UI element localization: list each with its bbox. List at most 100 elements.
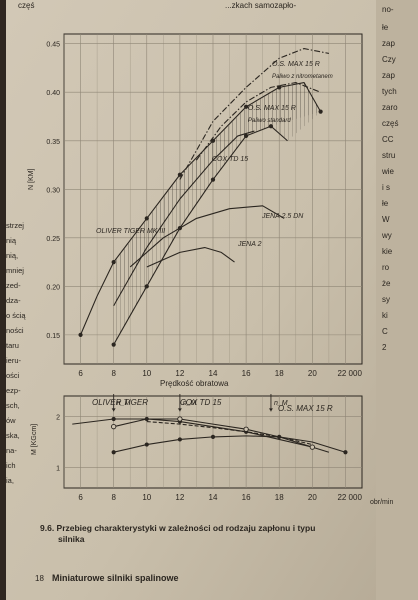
label-cox-td-15: COX TD 15 bbox=[212, 156, 248, 163]
x-tick-label: 16 bbox=[242, 369, 251, 378]
x-tick-label: 8 bbox=[111, 369, 116, 378]
series-line bbox=[72, 418, 313, 448]
label-os-max-nitro: O.S. MAX 15 R bbox=[272, 61, 320, 68]
power-chart-hatched-regions bbox=[113, 82, 321, 345]
left-margin-word: ia, bbox=[6, 476, 14, 485]
data-point-marker bbox=[177, 172, 182, 177]
data-point-marker bbox=[111, 342, 116, 347]
y-tick-label: 1 bbox=[56, 466, 60, 473]
left-margin-word: ich bbox=[6, 461, 16, 470]
label-jena-2: JENA 2 bbox=[237, 241, 262, 248]
left-margin-word: dza- bbox=[6, 296, 21, 305]
power-chart-ticks: 6 8 10 12 14 16 18 20 22 000 0.15 0.20 0.25 0.30 0.35… bbox=[46, 42, 362, 378]
right-margin-word: i s bbox=[382, 183, 390, 192]
y-tick-label: 0.40 bbox=[46, 90, 60, 97]
x-tick-label: 20 bbox=[308, 369, 317, 378]
left-margin-word: na- bbox=[6, 446, 17, 455]
label-jena-25-dn: JENA 2.5 DN bbox=[261, 213, 304, 220]
right-margin-word: kie bbox=[382, 247, 393, 256]
x-tick-label: 22 000 bbox=[337, 493, 362, 502]
x-tick-label: 12 bbox=[175, 369, 184, 378]
right-margin-word: zap bbox=[382, 39, 395, 48]
left-margin-word: ów bbox=[6, 416, 16, 425]
left-margin-word: sch, bbox=[6, 401, 20, 410]
y-tick-label: 0.15 bbox=[46, 333, 60, 340]
series-line bbox=[113, 81, 322, 263]
peak-arrow-head bbox=[111, 408, 116, 412]
right-margin-word: łe bbox=[382, 23, 389, 32]
figure-caption: 9.6. Przebieg charakterystyki w zależnoś… bbox=[40, 523, 315, 544]
right-margin-word: CC bbox=[382, 135, 394, 144]
right-margin-word: łe bbox=[382, 199, 389, 208]
right-margin-word: zap bbox=[382, 71, 395, 80]
x-tick-label: 12 bbox=[175, 493, 184, 502]
y-tick-label: 0.45 bbox=[46, 42, 60, 49]
left-margin-word: ska, bbox=[6, 431, 20, 440]
right-margin-word: częś bbox=[382, 119, 398, 128]
right-margin-word: stru bbox=[382, 151, 395, 160]
y-tick-label: 0.20 bbox=[46, 284, 60, 291]
torque-chart-peak-markers: n_M n_M n_M bbox=[111, 394, 288, 412]
data-point-marker bbox=[309, 444, 315, 450]
next-page-edge bbox=[376, 0, 418, 600]
data-point-marker bbox=[144, 284, 149, 289]
right-margin-text: łe zap Czy zap tych zaro częś CC stru wie i s łe Wwy… bbox=[381, 23, 398, 352]
data-point-marker bbox=[144, 442, 149, 447]
x-tick-label: 8 bbox=[111, 493, 116, 502]
left-margin-word: strzej bbox=[6, 221, 24, 230]
torque-chart-x-unit: obr/min bbox=[370, 499, 393, 506]
power-chart: 6 8 10 12 14 16 18 20 22 000 0.15 0.20 0.25 0.30 0.35… bbox=[28, 33, 363, 388]
right-margin-word: wy bbox=[381, 231, 392, 240]
series-line bbox=[179, 48, 329, 180]
peak-label: n_M bbox=[274, 400, 288, 407]
y-tick-label: 0.25 bbox=[46, 236, 60, 243]
x-tick-label: 20 bbox=[308, 493, 317, 502]
right-margin-word: 2 bbox=[382, 343, 387, 352]
footer-page-number: 18 bbox=[35, 574, 44, 583]
power-chart-markers bbox=[78, 85, 323, 347]
peak-label: n_M bbox=[183, 400, 197, 407]
torque-chart-series bbox=[72, 418, 346, 453]
data-point-marker bbox=[111, 259, 116, 265]
left-margin-word: ności bbox=[6, 326, 24, 335]
left-margin-word: o ścią bbox=[6, 311, 26, 320]
left-margin-word: zed- bbox=[6, 281, 21, 290]
series-line bbox=[196, 81, 321, 161]
right-margin-word: wie bbox=[381, 167, 395, 176]
x-tick-label: 6 bbox=[78, 369, 83, 378]
top-right-fragment: no- bbox=[382, 5, 394, 14]
right-margin-word: ki bbox=[382, 311, 388, 320]
data-point-marker bbox=[111, 424, 117, 430]
torque-chart-markers bbox=[111, 416, 348, 455]
torque-label-os-max: O.S. MAX 15 R bbox=[278, 404, 333, 413]
peak-label: n_M bbox=[117, 400, 131, 407]
peak-arrow-head bbox=[268, 408, 273, 412]
x-tick-label: 6 bbox=[78, 493, 83, 502]
series-line bbox=[113, 435, 346, 453]
right-margin-word: sy bbox=[382, 295, 390, 304]
series-line bbox=[146, 246, 235, 268]
data-point-marker bbox=[111, 450, 116, 455]
power-chart-ylabel: N [KM] bbox=[28, 169, 35, 190]
x-tick-label: 16 bbox=[242, 493, 251, 502]
data-point-marker bbox=[177, 416, 183, 422]
top-left-fragment: częś bbox=[18, 1, 34, 10]
series-line bbox=[113, 418, 330, 453]
data-point-marker bbox=[318, 109, 323, 114]
data-point-marker bbox=[244, 104, 249, 109]
series-line bbox=[129, 205, 285, 268]
top-center-fragment: ...zkach samozapło- bbox=[225, 1, 296, 10]
left-margin-text: strzej nią nią, mniej zed-dza-o ścią ności tar… bbox=[6, 221, 26, 485]
peak-arrow-head bbox=[177, 408, 182, 412]
left-margin-word: nią bbox=[6, 236, 17, 245]
data-point-marker bbox=[210, 434, 216, 439]
label-os-max-standard-fuel: Paliwo standard bbox=[248, 118, 291, 124]
left-margin-word: ieru- bbox=[6, 356, 22, 365]
y-tick-label: 0.35 bbox=[46, 139, 60, 146]
data-point-marker bbox=[144, 416, 149, 422]
left-margin-word: mniej bbox=[6, 266, 24, 275]
series-line bbox=[80, 261, 115, 336]
right-margin-word: Czy bbox=[382, 55, 396, 64]
y-tick-label: 0.30 bbox=[46, 187, 60, 194]
